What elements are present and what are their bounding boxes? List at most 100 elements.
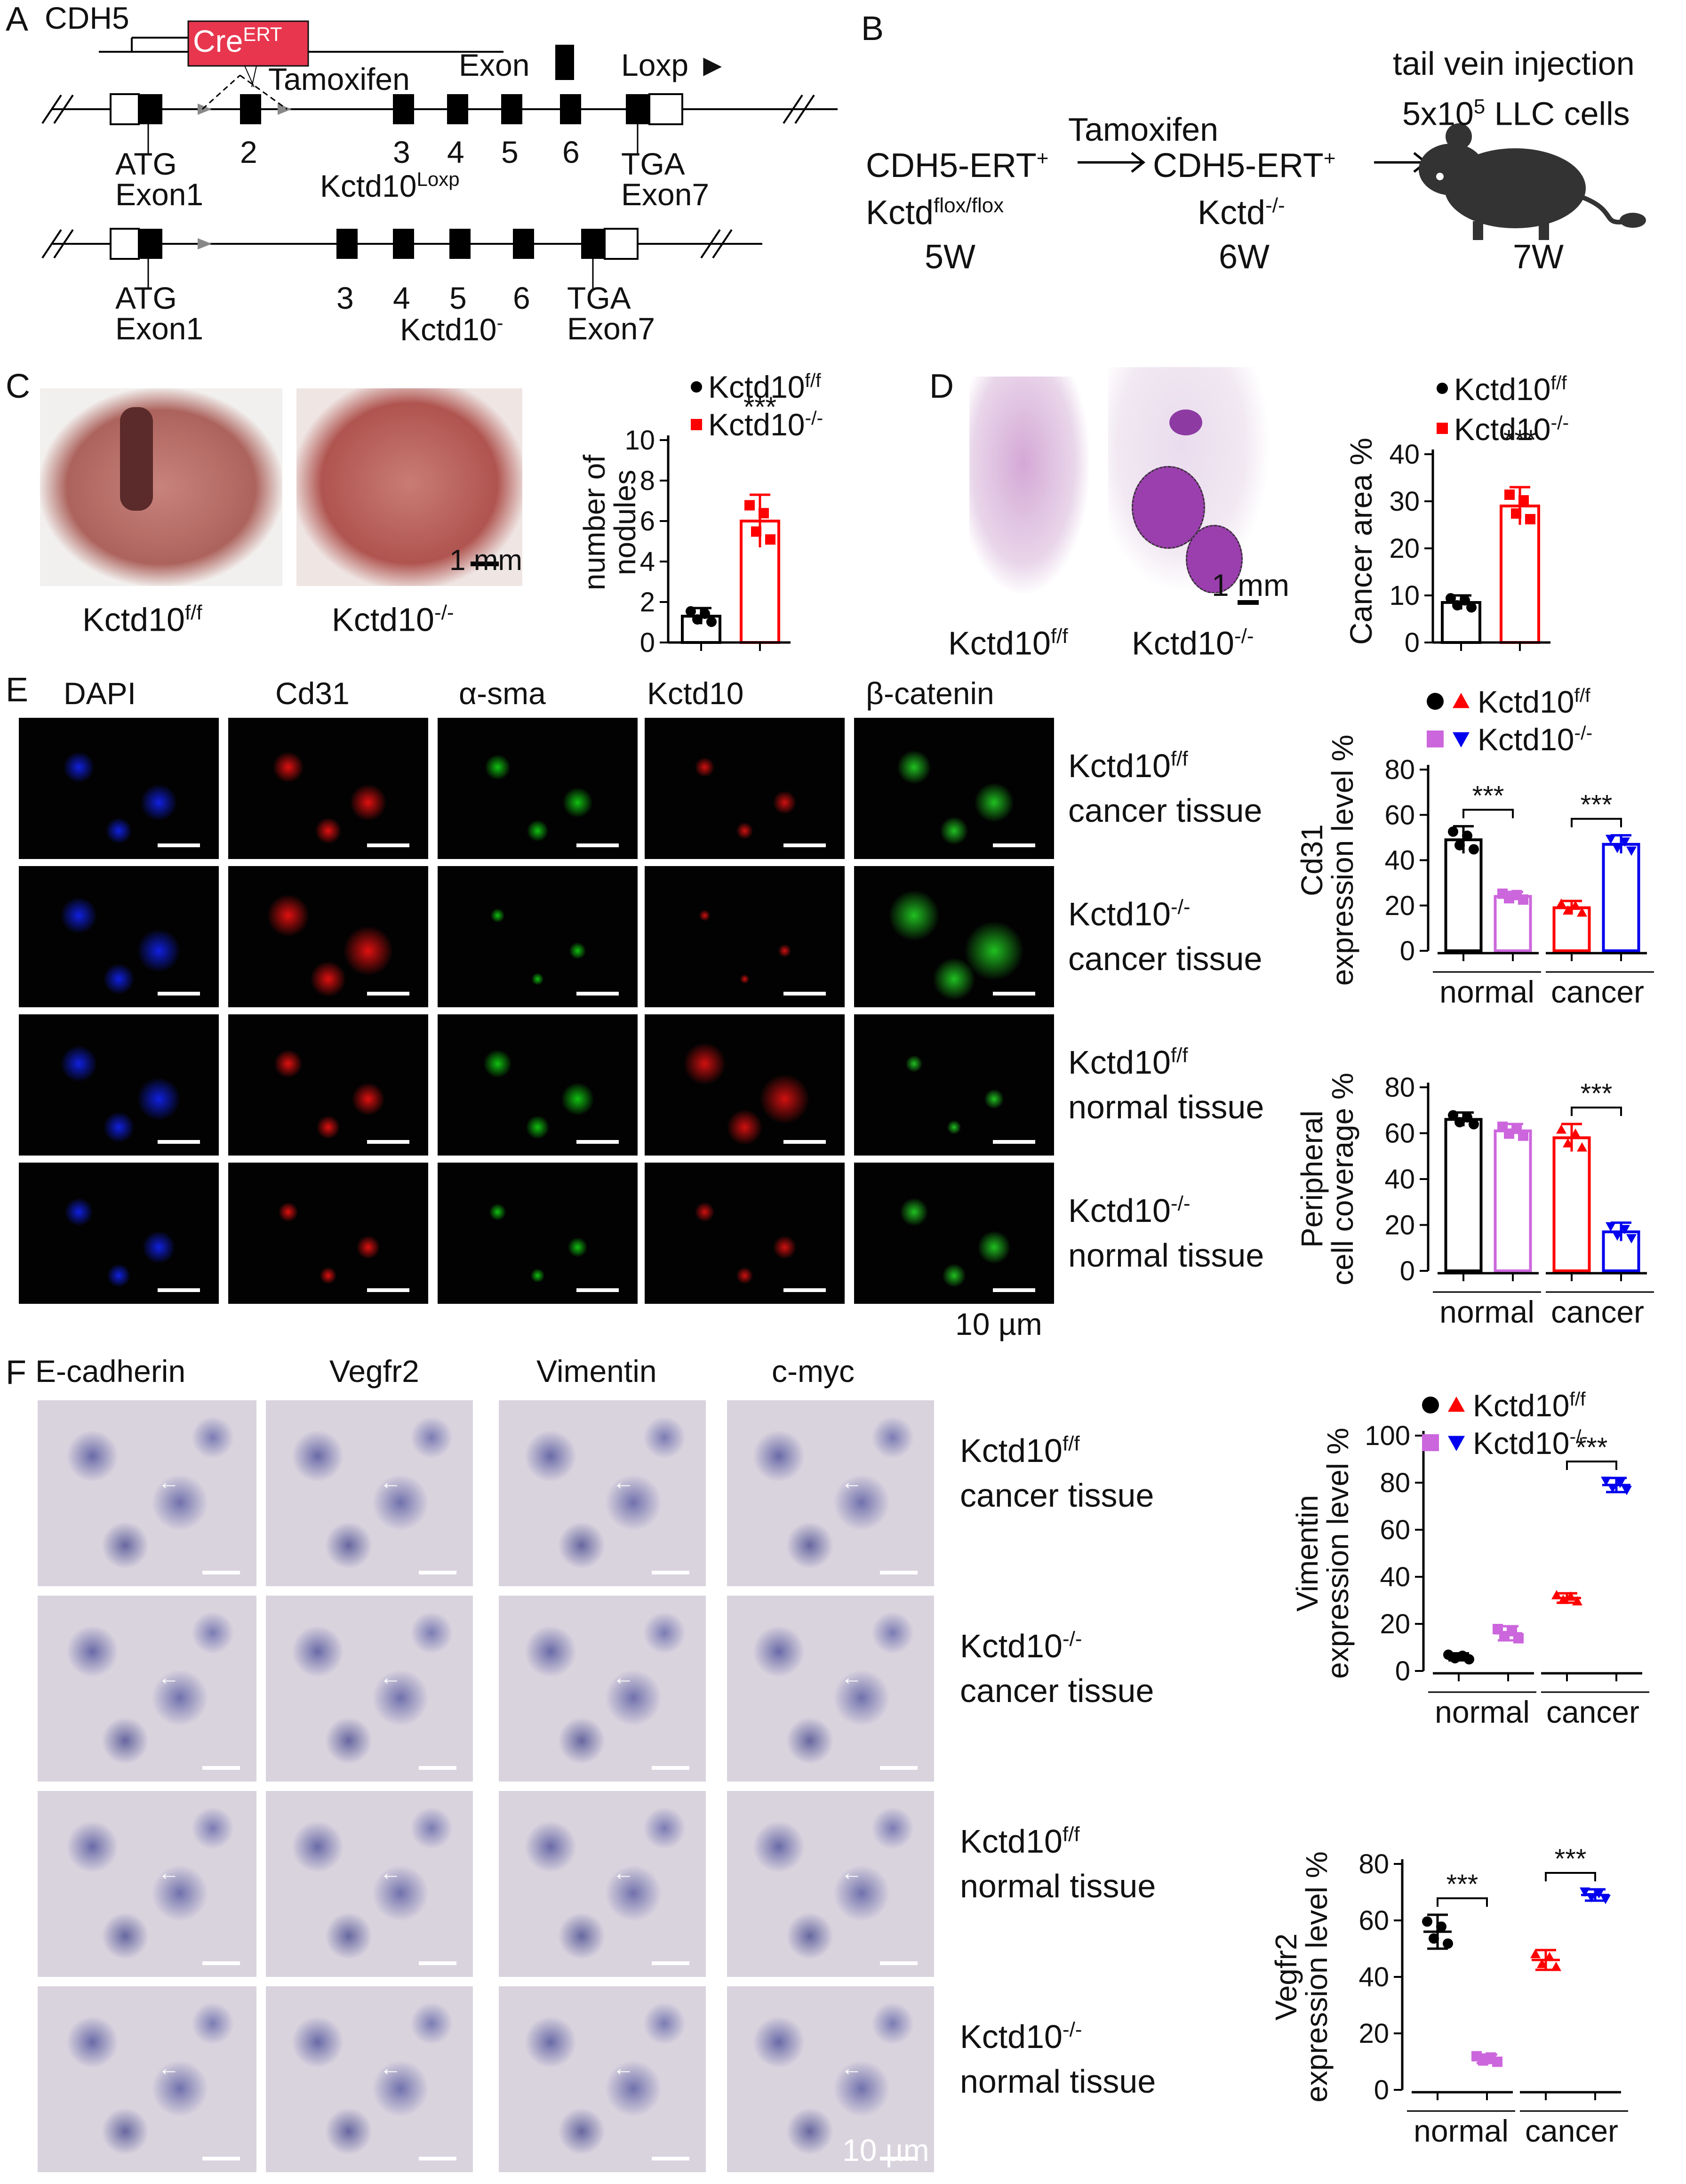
cre-box xyxy=(187,20,309,67)
data-point xyxy=(1626,846,1637,856)
y-axis-label-line1: Cd31 xyxy=(1295,824,1329,896)
significance-label: *** xyxy=(1576,1432,1608,1463)
y-tick-label: 40 xyxy=(1384,1164,1415,1195)
data-point xyxy=(1551,1590,1562,1599)
data-point xyxy=(1606,835,1616,844)
week-5-label: 5W xyxy=(925,238,975,276)
legend-label-ko: Kctd10-/- xyxy=(1478,722,1592,757)
data-point xyxy=(1620,837,1630,847)
column-title-cd31: Cd31 xyxy=(275,676,350,711)
exon7-label: Exon7 xyxy=(567,311,655,346)
if-image-bcat-row-3 xyxy=(854,1014,1054,1156)
panel-e: DAPI Cd31 α-sma Kctd10 β-catenin Kctd10f… xyxy=(0,668,1686,1351)
exon1-label: Exon1 xyxy=(115,311,204,346)
if-image-asma-row-2 xyxy=(438,866,638,1007)
legend-marker-ff-cancer xyxy=(1453,693,1470,708)
data-point xyxy=(1454,840,1465,851)
y-tick-label: 0 xyxy=(1374,2075,1389,2105)
lung-image-ff xyxy=(40,388,282,586)
if-image-dapi-row-1 xyxy=(19,718,219,859)
y-tick-label: 20 xyxy=(1380,1609,1410,1639)
ihc-image-vim-row-1: ← xyxy=(499,1400,706,1586)
data-point xyxy=(1422,1916,1432,1927)
data-point xyxy=(1469,844,1479,855)
group-label-cancer: cancer xyxy=(1525,2113,1618,2148)
scale-bar xyxy=(880,1961,918,1965)
bar xyxy=(1500,505,1540,644)
data-point xyxy=(1563,1138,1573,1148)
utr-box xyxy=(110,93,140,125)
y-axis-label-line2: cell coverage % xyxy=(1326,1073,1359,1285)
data-point xyxy=(1452,600,1462,610)
legend-label-ff: Kctd10f/f xyxy=(1454,372,1567,407)
panel-b-timeline: tail vein injection 5x105 LLC cells Tamo… xyxy=(847,0,1686,358)
data-point xyxy=(1462,1112,1472,1123)
column-title-bcatenin: β-catenin xyxy=(866,676,994,711)
panel-label-c: C xyxy=(6,368,30,405)
if-image-dapi-row-2 xyxy=(19,866,219,1007)
data-point xyxy=(700,608,710,619)
legend-marker-ko-normal xyxy=(1422,1434,1439,1451)
exon2-number: 2 xyxy=(240,135,257,169)
lung-label-ff: Kctd10f/f xyxy=(82,601,202,638)
y-axis-label-line1: Peripheral xyxy=(1295,1110,1329,1248)
ihc-image-ecad-row-2: ← xyxy=(38,1596,256,1782)
data-point xyxy=(1556,898,1566,908)
y-tick-label: 80 xyxy=(1358,1849,1389,1879)
arrow-icon: ← xyxy=(380,1665,401,1690)
ihc-image-ecad-row-3: ← xyxy=(38,1791,256,1977)
scale-bar xyxy=(158,1140,200,1144)
if-image-asma-row-4 xyxy=(438,1163,638,1304)
exon-5-box xyxy=(449,229,471,259)
bar xyxy=(1494,895,1532,952)
section-image-ff xyxy=(969,377,1089,593)
panel-label-a: A xyxy=(6,0,29,38)
data-point xyxy=(1544,1951,1555,1961)
genotype-2-label: CDH5-ERT+ xyxy=(1153,147,1336,185)
panel-label-b: B xyxy=(861,10,884,48)
mouse-icon xyxy=(1419,123,1646,240)
column-title-asma: α-sma xyxy=(459,676,546,711)
scale-bar xyxy=(419,1571,456,1574)
scale-bar xyxy=(367,1140,409,1144)
break-mark xyxy=(41,94,62,124)
loxp-triangle xyxy=(198,238,212,249)
tga-label: TGA xyxy=(621,146,685,181)
section-label-ff: Kctd10f/f xyxy=(948,625,1068,662)
data-point xyxy=(1443,1938,1453,1949)
y-tick-label: 40 xyxy=(1358,1962,1389,1992)
scale-bar xyxy=(576,843,619,847)
y-axis-label-line2: expression level % xyxy=(1326,735,1359,986)
y-tick-label: 0 xyxy=(640,627,655,658)
genotype-1b-label: Kctdflox/flox xyxy=(866,194,1004,232)
scale-bar xyxy=(576,1288,619,1292)
data-point xyxy=(1606,1222,1616,1232)
legend-marker-ff-cancer xyxy=(1448,1397,1465,1412)
y-tick-label: 4 xyxy=(640,546,655,577)
y-tick-label: 20 xyxy=(1384,1210,1415,1241)
row-label-1: Kctd10f/f cancer tissue xyxy=(960,1432,1154,1514)
if-image-asma-row-3 xyxy=(438,1014,638,1156)
lung-hilum xyxy=(120,407,153,511)
scale-bar xyxy=(783,992,826,996)
exon-6-box xyxy=(560,94,581,124)
break-mark xyxy=(783,94,803,124)
y-tick-label: 60 xyxy=(1384,1118,1415,1149)
bar xyxy=(1552,1136,1591,1272)
data-point xyxy=(706,617,717,627)
break-mark xyxy=(53,229,74,259)
scale-bar xyxy=(419,1766,456,1770)
y-tick-label: 80 xyxy=(1384,755,1415,785)
row-label-2: Kctd10-/- cancer tissue xyxy=(1068,895,1263,977)
data-point xyxy=(1572,1596,1582,1606)
scale-label: 1 mm xyxy=(1212,568,1289,602)
if-image-kctd10-row-3 xyxy=(645,1014,845,1156)
data-point xyxy=(759,508,769,519)
data-point xyxy=(1570,1128,1581,1138)
data-point xyxy=(1563,905,1573,915)
if-image-kctd10-row-1 xyxy=(645,718,845,859)
y-axis-label-line1: Vegfr2 xyxy=(1270,1933,1303,2020)
group-label-cancer: cancer xyxy=(1546,1694,1639,1729)
significance-bracket xyxy=(1566,1461,1617,1470)
column-title-vegfr2: Vegfr2 xyxy=(329,1354,419,1389)
